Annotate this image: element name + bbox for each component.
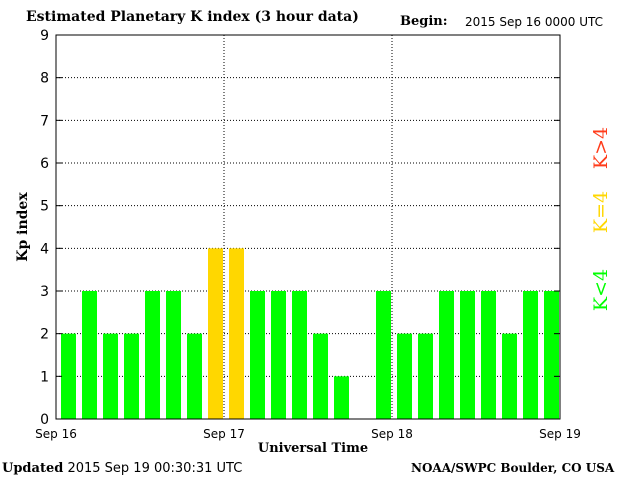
y-tick-label: 6: [40, 156, 49, 172]
kp-bar: [313, 333, 328, 419]
kp-bar: [334, 376, 349, 419]
legend-label: K<4: [590, 269, 612, 311]
updated-label: Updated: [2, 461, 64, 476]
begin-value: 2015 Sep 16 0000 UTC: [465, 15, 604, 29]
kp-bar: [523, 291, 538, 419]
kp-bar: [397, 333, 412, 419]
x-tick-label: Sep 16: [35, 427, 77, 441]
y-axis-label: Kp index: [15, 192, 31, 262]
kp-bar: [460, 291, 475, 419]
kp-bar: [502, 333, 517, 419]
y-tick-label: 1: [40, 369, 49, 385]
kp-bar: [250, 291, 265, 419]
kp-bar: [61, 333, 76, 419]
legend-label: K=4: [590, 191, 612, 233]
begin-label: Begin:: [400, 14, 448, 29]
x-tick-label: Sep 19: [539, 427, 581, 441]
y-tick-label: 5: [40, 199, 49, 215]
kp-bar: [481, 291, 496, 419]
y-tick-label: 0: [40, 412, 49, 428]
y-tick-label: 8: [40, 71, 49, 87]
y-tick-label: 3: [40, 284, 49, 300]
y-tick-label: 2: [40, 327, 49, 343]
kp-bar: [376, 291, 391, 419]
x-axis-label: Universal Time: [258, 441, 368, 456]
chart-title: Estimated Planetary K index (3 hour data…: [26, 9, 359, 25]
kp-bar: [166, 291, 181, 419]
kp-bar: [187, 333, 202, 419]
kp-bar: [82, 291, 97, 419]
kp-bar: [229, 248, 244, 419]
credit-text: NOAA/SWPC Boulder, CO USA: [411, 461, 615, 475]
y-tick-label: 9: [40, 28, 49, 44]
plot-frame: [55, 34, 561, 420]
kp-bar: [418, 333, 433, 419]
x-tick-label: Sep 18: [371, 427, 413, 441]
kp-bar: [103, 333, 118, 419]
kp-bar: [292, 291, 307, 419]
kp-bar: [544, 291, 559, 419]
updated-text: Updated 2015 Sep 19 00:30:31 UTC: [2, 461, 242, 476]
kp-bar: [124, 333, 139, 419]
y-tick-label: 4: [40, 241, 49, 257]
updated-value: 2015 Sep 19 00:30:31 UTC: [67, 461, 243, 476]
y-tick-label: 7: [40, 113, 49, 129]
legend-label: K>4: [590, 127, 612, 169]
x-tick-label: Sep 17: [203, 427, 245, 441]
kp-bar: [271, 291, 286, 419]
kp-bar: [439, 291, 454, 419]
kp-bar: [208, 248, 223, 419]
kp-bar: [145, 291, 160, 419]
